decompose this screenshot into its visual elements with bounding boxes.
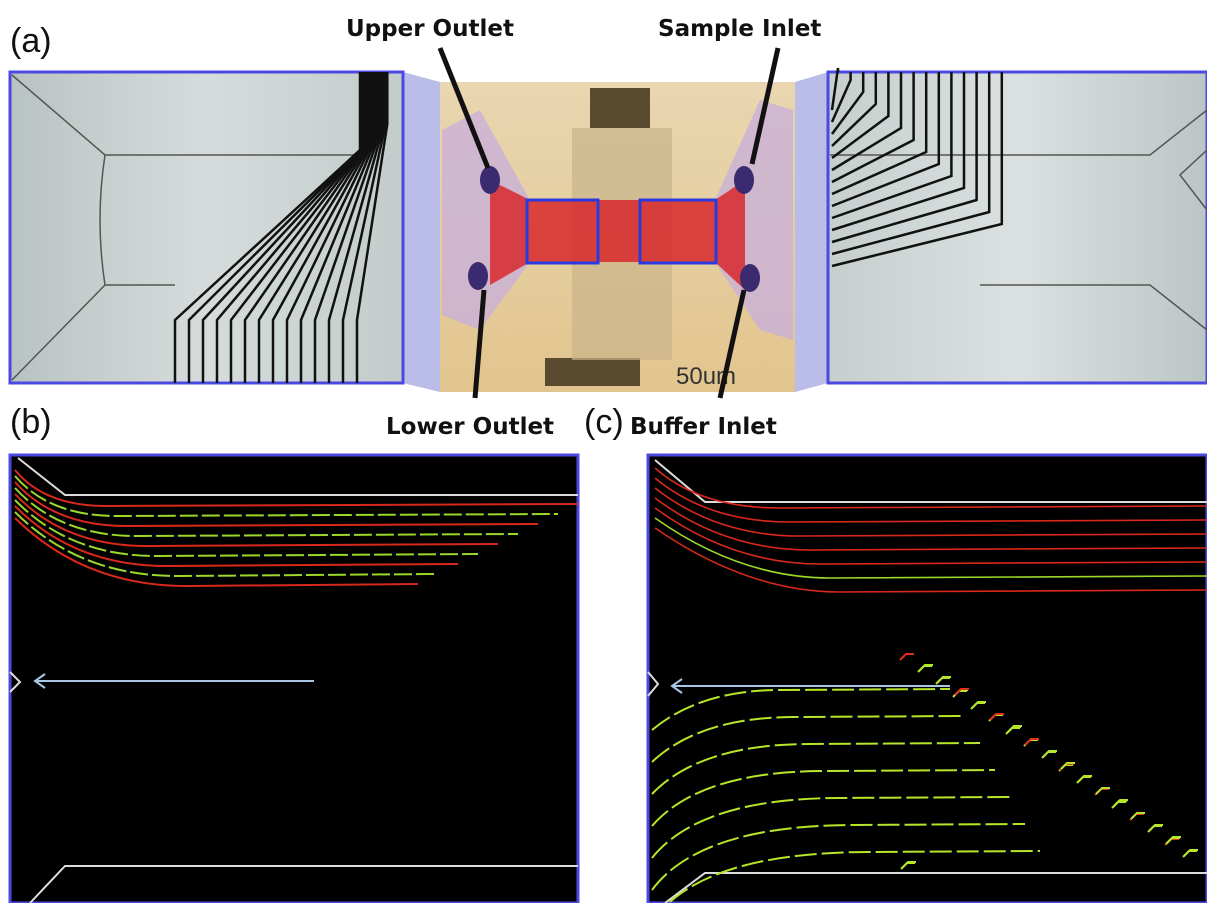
annotation: Lower Outlet [386, 414, 554, 440]
port [734, 166, 754, 194]
fluorescence-c [648, 455, 1207, 903]
page: {"labels": {"a": "(a)", "b": "(b)", "c":… [0, 0, 1207, 903]
annotation: Sample Inlet [658, 16, 821, 42]
annotation: Upper Outlet [346, 16, 514, 42]
pad [590, 88, 650, 128]
fluorescence-b [10, 455, 578, 903]
figure: 50um (a) (b) (c) Upper Outlet Sample Inl… [0, 0, 1207, 903]
panel-label: (c) [584, 403, 624, 441]
port [740, 264, 760, 292]
pad [545, 358, 640, 386]
panel-label: (b) [10, 403, 52, 441]
port [468, 262, 488, 290]
zoom-wedge [795, 72, 828, 392]
port [480, 166, 500, 194]
zoom-wedge [403, 72, 440, 392]
panel-label: (a) [10, 22, 52, 60]
annotation: Buffer Inlet [630, 414, 777, 440]
